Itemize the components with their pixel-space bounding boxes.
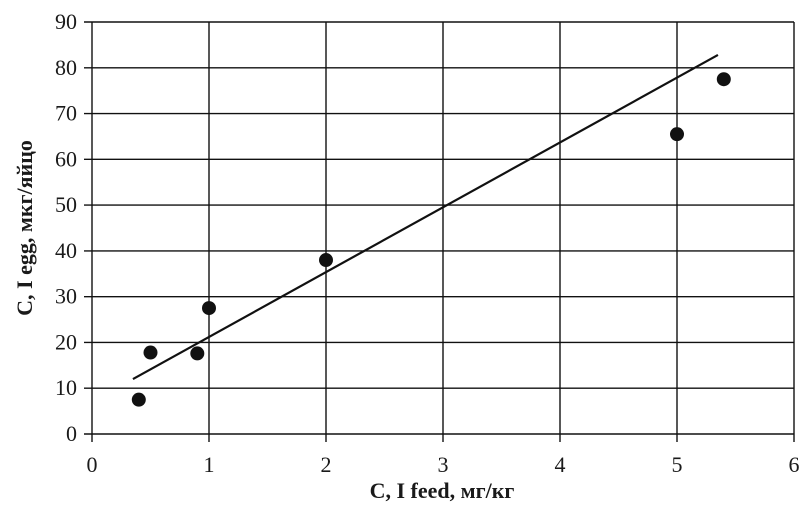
trend-line-group — [132, 53, 719, 381]
data-points — [131, 72, 731, 407]
x-tick-label: 0 — [87, 452, 98, 477]
y-tick-label: 80 — [55, 55, 77, 80]
x-tick-labels: 0 1 2 3 4 5 6 — [87, 452, 800, 477]
y-tick-label: 30 — [55, 284, 77, 309]
trend-line — [132, 53, 719, 381]
data-point — [143, 345, 158, 360]
x-tick-label: 1 — [204, 452, 215, 477]
x-tick-label: 4 — [555, 452, 566, 477]
x-tick-label: 6 — [789, 452, 800, 477]
y-tick-label: 40 — [55, 238, 77, 263]
y-tick-label: 10 — [55, 375, 77, 400]
grid — [84, 21, 795, 442]
y-axis-title: C, I egg, мкг/яйцо — [12, 140, 37, 316]
y-tick-labels: 0 10 20 30 40 50 60 70 80 90 — [55, 9, 77, 446]
y-tick-label: 90 — [55, 9, 77, 34]
y-tick-label: 50 — [55, 192, 77, 217]
x-tick-label: 3 — [438, 452, 449, 477]
y-tick-label: 60 — [55, 146, 77, 171]
data-point — [670, 127, 684, 142]
x-axis-title: C, I feed, мг/кг — [370, 478, 515, 503]
y-tick-label: 20 — [55, 329, 77, 354]
data-point — [716, 72, 731, 87]
x-tick-label: 2 — [321, 452, 332, 477]
data-point — [319, 253, 333, 268]
data-point — [131, 392, 146, 407]
y-tick-label: 70 — [55, 101, 77, 126]
data-point — [202, 301, 216, 316]
y-tick-label: 0 — [66, 421, 77, 446]
x-tick-label: 5 — [672, 452, 683, 477]
data-point — [190, 346, 205, 361]
